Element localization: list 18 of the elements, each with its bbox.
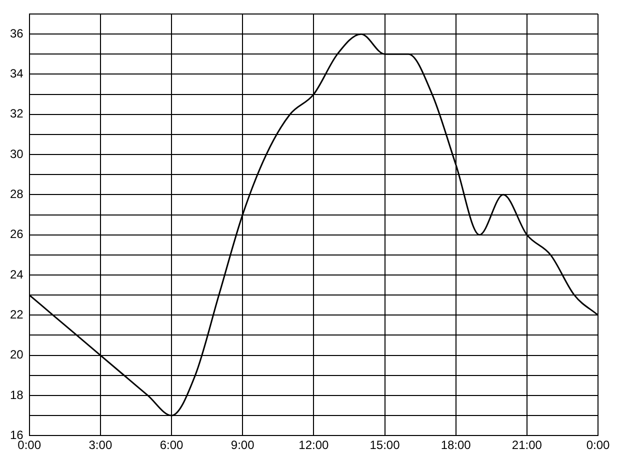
y-tick-label: 18	[10, 388, 24, 402]
y-tick-label: 32	[10, 106, 24, 121]
x-tick-label: 3:00	[88, 438, 112, 452]
y-tick-label: 28	[10, 187, 24, 201]
y-tick-label: 24	[10, 267, 24, 282]
y-tick-label: 36	[10, 26, 24, 40]
x-tick-label: 15:00	[370, 438, 400, 452]
x-tick-label: 18:00	[440, 438, 472, 452]
x-tick-label: 9:00	[230, 438, 255, 452]
y-tick-label: 30	[10, 146, 24, 161]
x-tick-label: 21:00	[512, 438, 542, 452]
y-tick-label: 34	[10, 66, 24, 81]
x-tick-label: 0:00	[586, 438, 610, 452]
x-tick-label: 12:00	[298, 438, 330, 452]
y-tick-label: 20	[10, 348, 24, 362]
y-tick-label: 26	[10, 227, 24, 242]
x-tick-label: 6:00	[160, 438, 184, 452]
y-tick-label: 22	[10, 307, 24, 322]
